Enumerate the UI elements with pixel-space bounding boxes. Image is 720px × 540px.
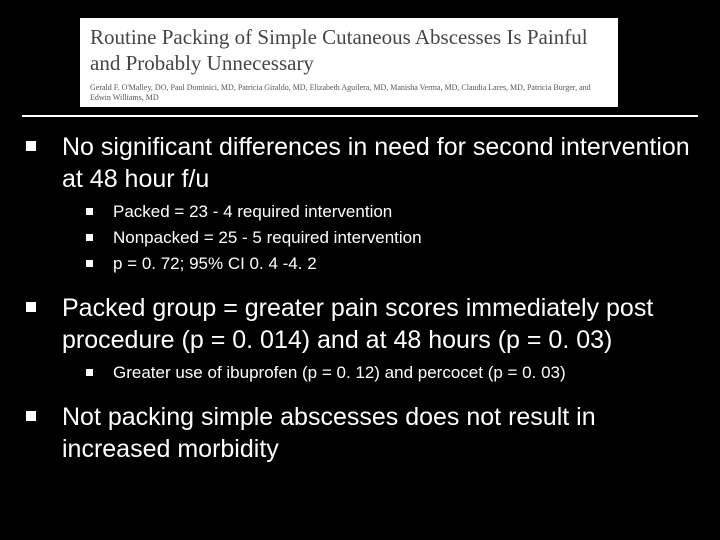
header-citation-box: Routine Packing of Simple Cutaneous Absc… xyxy=(80,18,618,107)
bullet-square-icon xyxy=(26,411,36,421)
main-point-text: Packed group = greater pain scores immed… xyxy=(62,292,698,356)
bullet-square-icon xyxy=(26,141,36,151)
sub-point-text: Greater use of ibuprofen (p = 0. 12) and… xyxy=(113,362,566,385)
paper-authors: Gerald F. O'Malley, DO, Paul Dominici, M… xyxy=(90,83,608,104)
sub-point: Greater use of ibuprofen (p = 0. 12) and… xyxy=(82,362,698,385)
main-point: Not packing simple abscesses does not re… xyxy=(22,401,698,465)
sub-point-text: Packed = 23 - 4 required intervention xyxy=(113,201,392,224)
main-point: No significant differences in need for s… xyxy=(22,131,698,195)
sub-point-text: Nonpacked = 25 - 5 required intervention xyxy=(113,227,422,250)
bullet-square-icon xyxy=(26,302,36,312)
divider xyxy=(22,115,698,117)
sub-point: Nonpacked = 25 - 5 required intervention xyxy=(82,227,698,250)
bullet-square-icon xyxy=(86,260,93,267)
sub-point: Packed = 23 - 4 required intervention xyxy=(82,201,698,224)
main-point-text: Not packing simple abscesses does not re… xyxy=(62,401,698,465)
sub-list: Packed = 23 - 4 required intervention No… xyxy=(82,201,698,276)
bullet-square-icon xyxy=(86,234,93,241)
bullet-square-icon xyxy=(86,369,93,376)
main-point-text: No significant differences in need for s… xyxy=(62,131,698,195)
sub-list: Greater use of ibuprofen (p = 0. 12) and… xyxy=(82,362,698,385)
main-point: Packed group = greater pain scores immed… xyxy=(22,292,698,356)
bullet-square-icon xyxy=(86,208,93,215)
sub-point: p = 0. 72; 95% CI 0. 4 -4. 2 xyxy=(82,253,698,276)
sub-point-text: p = 0. 72; 95% CI 0. 4 -4. 2 xyxy=(113,253,317,276)
paper-title: Routine Packing of Simple Cutaneous Absc… xyxy=(90,24,608,77)
